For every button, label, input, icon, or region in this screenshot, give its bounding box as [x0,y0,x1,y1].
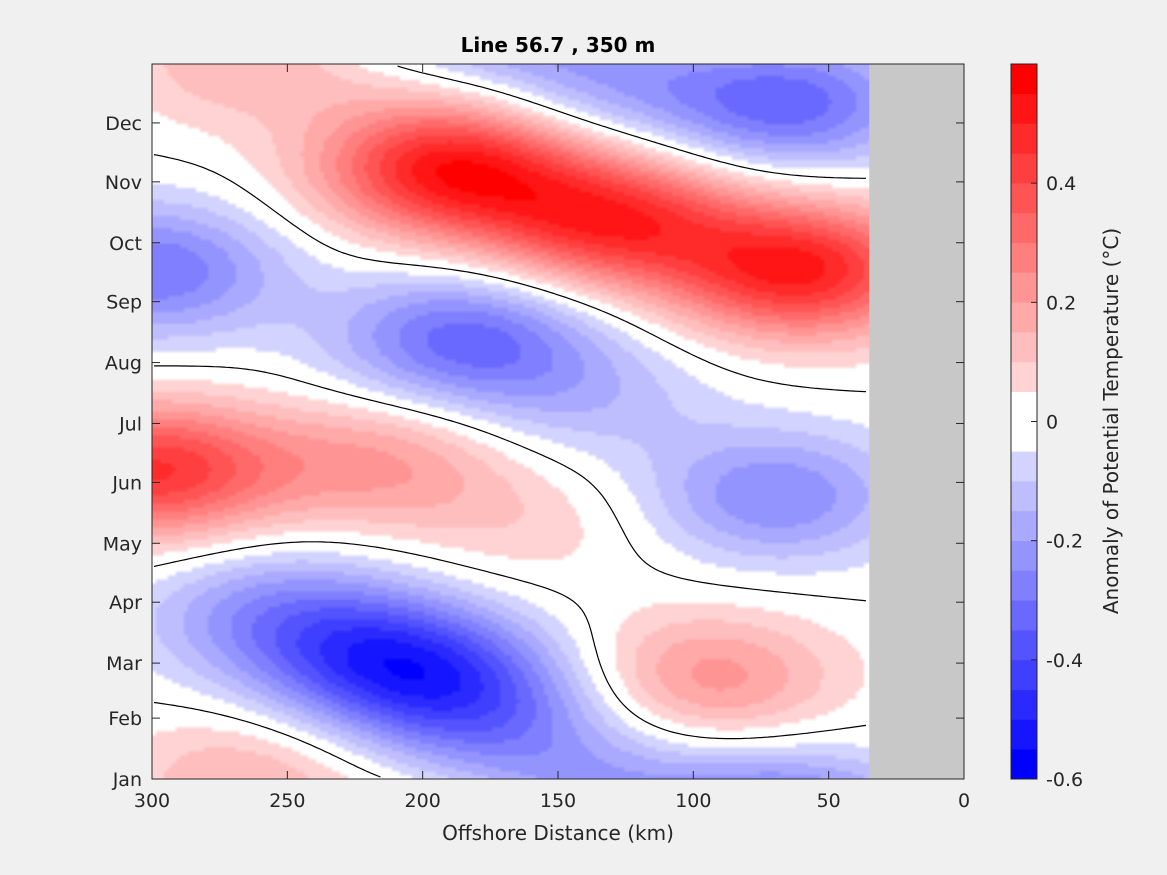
zero-contour-lines [153,65,867,778]
plot-area [152,64,964,779]
y-tick-label: Jun [111,472,142,494]
y-tick-label: Feb [108,708,142,730]
y-tick-label: Oct [109,233,142,255]
colorbar-level [1011,659,1037,690]
colorbar-tick-label: 0 [1046,412,1058,434]
colorbar-level [1011,630,1037,661]
colorbar-tick-label: 0.2 [1046,292,1076,314]
colorbar: -0.6 -0.4 -0.2 0 0.2 0.4 [1010,63,1083,791]
y-tick-label: Mar [106,653,142,675]
colorbar-level [1011,64,1037,95]
y-axis-ticks: Jan Feb Mar Apr May Jun Jul Aug Sep Oct Nov Dec [103,113,964,791]
colorbar-level [1011,451,1037,482]
colorbar-level [1011,719,1037,750]
colorbar-level [1011,332,1037,363]
x-tick-label: 300 [134,790,170,812]
colorbar-level [1011,510,1037,541]
y-tick-label: Sep [106,292,142,314]
colorbar-level [1011,570,1037,601]
colorbar-level [1011,481,1037,512]
x-tick-label: 50 [817,790,841,812]
colorbar-level [1011,93,1037,124]
colorbar-level [1011,212,1037,244]
colorbar-label: Anomaly of Potential Temperature (°C) [1099,228,1123,614]
x-axis-label: Offshore Distance (km) [442,821,674,845]
colorbar-tick-label: 0.4 [1046,173,1076,195]
colorbar-level [1011,540,1037,571]
x-tick-label: 150 [540,790,576,812]
colorbar-level [1011,123,1037,154]
no-data-region [869,64,964,779]
colorbar-level [1011,689,1037,720]
y-tick-label: Dec [105,113,142,135]
colorbar-tick-label: -0.2 [1046,531,1083,553]
x-tick-label: 100 [675,790,711,812]
colorbar-tick-label: -0.4 [1046,650,1083,672]
zero-contour [153,65,867,778]
x-tick-label: 200 [405,790,441,812]
y-tick-label: Nov [105,172,142,194]
colorbar-tick-label: -0.6 [1046,769,1083,791]
colorbar-level [1011,421,1037,452]
x-tick-label: 250 [269,790,305,812]
x-axis-ticks: 300 250 200 150 100 50 0 [134,64,970,812]
colorbar-level [1011,361,1037,393]
colorbar-level [1011,272,1037,303]
colorbar-level [1011,302,1037,333]
y-tick-label: Jul [118,413,142,435]
x-tick-label: 0 [958,790,970,812]
colorbar-level [1011,391,1037,422]
y-tick-label: May [103,533,142,555]
heatmap-field [152,64,964,779]
colorbar-level [1011,242,1037,273]
colorbar-level [1011,183,1037,214]
y-tick-label: Apr [109,592,142,614]
colorbar-level [1011,749,1037,780]
y-tick-label: Aug [105,353,142,375]
colorbar-level [1011,153,1037,184]
colorbar-level [1011,600,1037,631]
chart-title: Line 56.7 , 350 m [461,33,656,57]
y-tick-label: Jan [112,769,142,791]
